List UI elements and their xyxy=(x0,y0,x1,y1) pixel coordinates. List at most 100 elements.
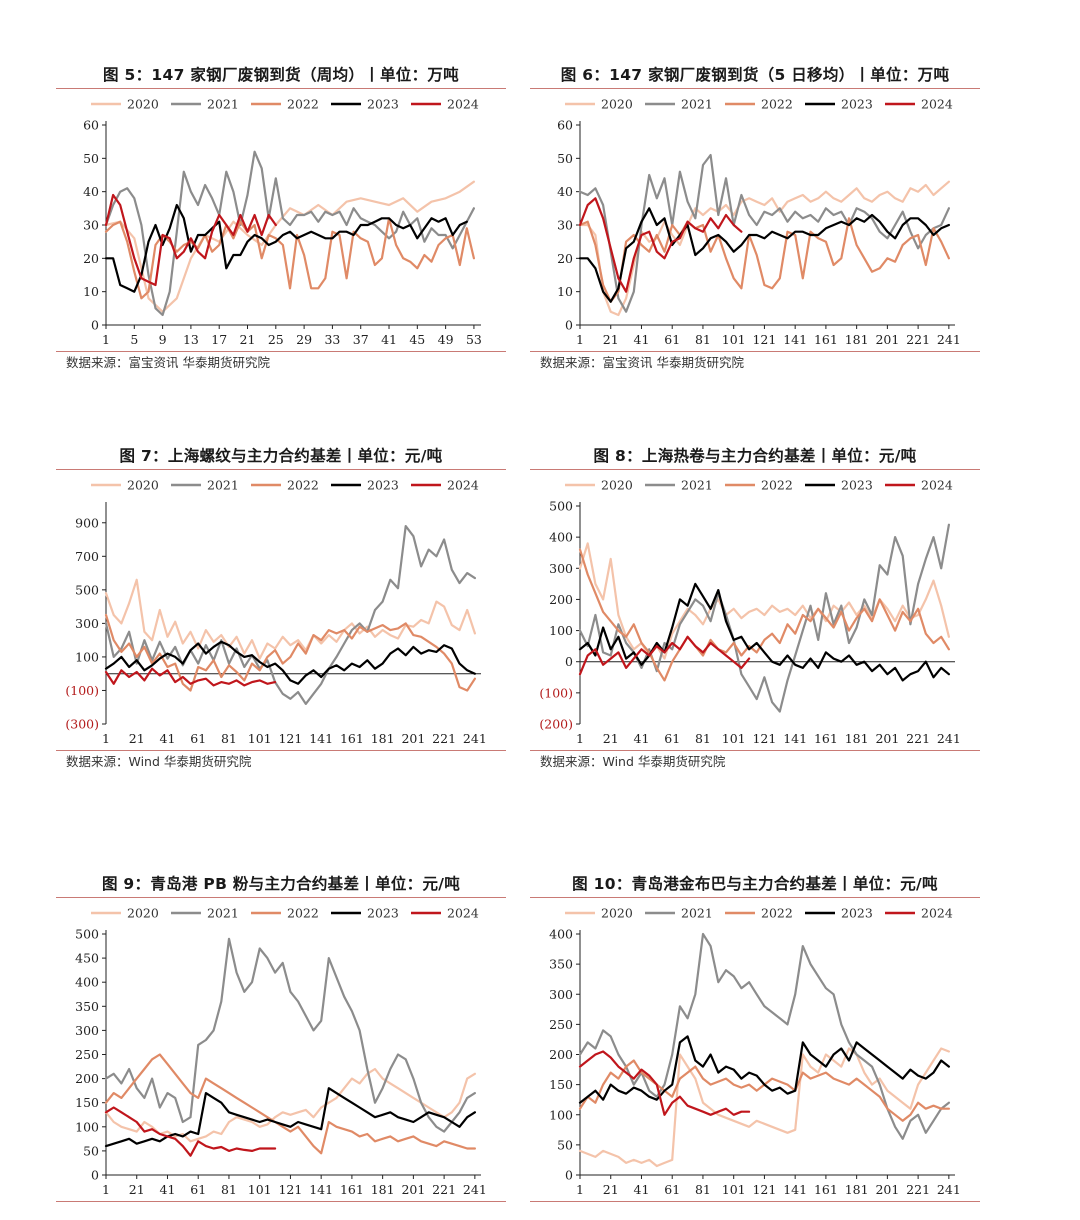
legend: 2020 2021 2022 2023 2024 xyxy=(91,478,479,493)
y-tick-label: 50 xyxy=(83,1143,99,1158)
x-tick-label: 101 xyxy=(722,731,746,746)
x-tick-label: 1 xyxy=(102,332,110,347)
series-line-2024 xyxy=(104,1106,277,1157)
x-tick-label: 241 xyxy=(463,731,487,746)
source-divider xyxy=(56,351,506,352)
x-tick-label: 61 xyxy=(190,731,206,746)
x-tick-label: 141 xyxy=(783,1182,807,1197)
x-tick-label: 41 xyxy=(634,332,650,347)
legend-label-2021: 2021 xyxy=(207,906,239,921)
chart-figure-8: 2020 2021 2022 2023 2024 (200) (100) 0 100 200 300… xyxy=(539,478,960,747)
y-tick-label: 0 xyxy=(91,318,99,333)
x-tick-label: 101 xyxy=(248,731,272,746)
source-note: 数据来源：Wind 华泰期货研究院 xyxy=(540,754,726,769)
y-tick-label: 50 xyxy=(557,1137,573,1152)
chart-title: 图 8：上海热卷与主力合约基差丨单位：元/吨 xyxy=(593,447,917,465)
y-tick-label: 200 xyxy=(549,1047,573,1062)
y-tick-label: 700 xyxy=(75,549,99,564)
x-tick-label: 201 xyxy=(401,731,425,746)
title-divider xyxy=(56,88,506,89)
x-tick-label: 141 xyxy=(783,731,807,746)
y-tick-label: 50 xyxy=(83,151,99,166)
series-line-2021 xyxy=(578,523,950,713)
x-tick-label: 45 xyxy=(409,332,425,347)
x-tick-label: 101 xyxy=(722,332,746,347)
chart-title: 图 9：青岛港 PB 粉与主力合约基差丨单位：元/吨 xyxy=(101,875,461,893)
series-line-2024 xyxy=(104,667,277,687)
x-tick-label: 81 xyxy=(695,1182,711,1197)
x-tick-label: 181 xyxy=(845,332,869,347)
x-tick-label: 21 xyxy=(129,1182,145,1197)
legend-label-2022: 2022 xyxy=(761,478,793,493)
y-tick-label: 450 xyxy=(75,951,99,966)
y-tick-label: 20 xyxy=(557,251,573,266)
legend-label-2024: 2024 xyxy=(921,478,953,493)
source-divider xyxy=(530,1201,980,1202)
legend-label-2021: 2021 xyxy=(681,97,713,112)
chart-figure-5: 2020 2021 2022 2023 2024 0 10 20 30 40 50 60 1 5 9 13 17… xyxy=(83,97,482,348)
x-tick-label: 181 xyxy=(845,1182,869,1197)
figure-8-panel: 图 8：上海热卷与主力合约基差丨单位：元/吨 2020 2021 2022 2023 2… xyxy=(530,443,980,773)
x-tick-label: 161 xyxy=(814,332,838,347)
x-tick-label: 1 xyxy=(576,1182,584,1197)
x-tick-label: 17 xyxy=(211,332,227,347)
series-line-2022 xyxy=(578,217,950,303)
legend-label-2020: 2020 xyxy=(601,906,633,921)
y-tick-label: 900 xyxy=(75,515,99,530)
x-tick-label: 121 xyxy=(278,731,302,746)
x-tick-label: 161 xyxy=(340,1182,364,1197)
x-tick-label: 61 xyxy=(664,731,680,746)
title-divider xyxy=(530,88,980,89)
series-line-2024 xyxy=(578,635,751,676)
x-tick-label: 161 xyxy=(814,731,838,746)
x-tick-label: 201 xyxy=(875,1182,899,1197)
series-group xyxy=(104,524,476,705)
chart-title: 图 5：147 家钢厂废钢到货（周均）丨单位：万吨 xyxy=(103,66,459,84)
y-tick-label: 300 xyxy=(549,561,573,576)
chart-figure-7: 2020 2021 2022 2023 2024 (300) (100) 100 300 500 7… xyxy=(65,478,487,747)
x-tick-label: 141 xyxy=(783,332,807,347)
y-tick-label: 500 xyxy=(549,499,573,514)
x-tick-label: 13 xyxy=(183,332,199,347)
series-line-2024 xyxy=(578,1050,751,1116)
x-tick-label: 101 xyxy=(248,1182,272,1197)
title-divider xyxy=(530,469,980,470)
y-tick-label: 400 xyxy=(75,975,99,990)
chart-title: 图 6：147 家钢厂废钢到货（5 日移均）丨单位：万吨 xyxy=(560,66,950,84)
figure-5-panel: 图 5：147 家钢厂废钢到货（周均）丨单位：万吨 2020 2021 2022 20… xyxy=(56,62,506,374)
y-tick-label: 250 xyxy=(549,1017,573,1032)
y-tick-label: 0 xyxy=(565,654,573,669)
x-tick-label: 221 xyxy=(432,731,456,746)
y-tick-label: (300) xyxy=(65,717,99,732)
x-tick-label: 21 xyxy=(603,1182,619,1197)
title-divider xyxy=(530,897,980,898)
x-tick-label: 181 xyxy=(845,731,869,746)
y-tick-label: 100 xyxy=(75,1119,99,1134)
x-tick-label: 141 xyxy=(309,1182,333,1197)
y-tick-label: 40 xyxy=(83,184,99,199)
y-tick-label: 10 xyxy=(83,284,99,299)
y-tick-label: 350 xyxy=(549,957,573,972)
title-divider xyxy=(56,897,506,898)
legend-label-2023: 2023 xyxy=(367,478,399,493)
y-tick-label: 300 xyxy=(75,616,99,631)
series-group xyxy=(578,932,950,1168)
x-tick-label: 53 xyxy=(466,332,482,347)
x-tick-label: 21 xyxy=(129,731,145,746)
y-tick-label: 300 xyxy=(75,1023,99,1038)
y-tick-label: 500 xyxy=(75,927,99,942)
legend-label-2024: 2024 xyxy=(447,97,479,112)
series-line-2022 xyxy=(104,217,475,300)
y-tick-label: 100 xyxy=(75,649,99,664)
x-tick-label: 41 xyxy=(160,731,176,746)
source-note: 数据来源：富宝资讯 华泰期货研究院 xyxy=(66,355,270,370)
series-line-2020 xyxy=(104,578,476,660)
x-tick-label: 21 xyxy=(603,332,619,347)
source-note: 数据来源：富宝资讯 华泰期货研究院 xyxy=(540,355,744,370)
series-line-2024 xyxy=(578,197,743,293)
legend: 2020 2021 2022 2023 2024 xyxy=(565,97,953,112)
legend-label-2020: 2020 xyxy=(127,97,159,112)
series-line-2020 xyxy=(104,180,475,313)
y-tick-label: 250 xyxy=(75,1047,99,1062)
